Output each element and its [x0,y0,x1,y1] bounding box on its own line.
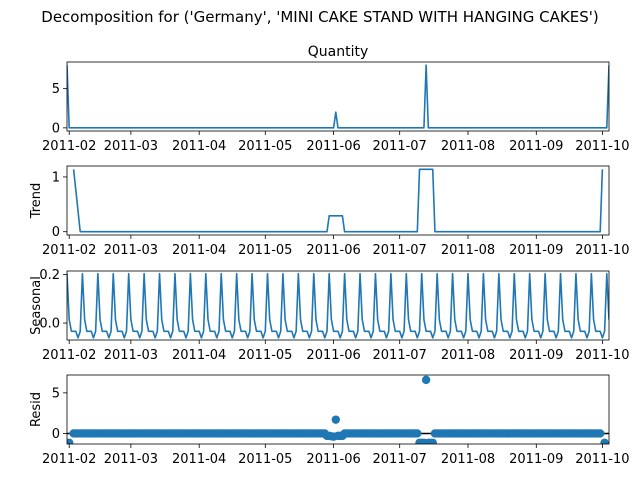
y-tick-label: 0 [52,121,60,136]
x-tick-label: 2011-08 [441,452,495,467]
y-tick-label: 5 [52,82,60,97]
resid-point [428,438,437,444]
x-tick-label: 2011-04 [172,139,226,154]
chart-panels: Quantity 0 5 2011-02 2011-03 2011-04 2011-05 20… [29,44,630,467]
resid-point [421,375,431,385]
series-line-1 [67,64,609,129]
x-tick-label: 2011-05 [238,139,292,154]
axes-frame [66,61,610,132]
x-tick-label: 2011-06 [306,348,360,363]
series-line-1 [67,272,609,339]
x-tick-label: 2011-08 [441,348,495,363]
x-tick-label: 2011-07 [373,139,427,154]
x-tick-label: 2011-06 [306,452,360,467]
x-tick-label: 2011-10 [575,452,629,467]
panel-4: Resid 0 5 2011-02 2011-03 2011-04 2011-05 2011-… [29,374,630,467]
y-tick-label: 5 [52,386,60,401]
x-tick-label: 2011-05 [238,452,292,467]
x-tick-label: 2011-03 [104,243,158,258]
x-tick-label: 2011-02 [42,243,96,258]
axes-frame [66,270,610,341]
y-tick-label: 0.0 [39,317,60,332]
resid-point [331,415,340,424]
x-tick-label: 2011-08 [441,139,495,154]
resid-point [413,429,422,438]
x-tick-label: 2011-07 [373,348,427,363]
x-tick-label: 2011-07 [373,452,427,467]
figure-title: Decomposition for ('Germany', 'MINI CAKE… [41,8,598,26]
plot-area [72,168,604,233]
panel-title: Quantity [308,44,369,60]
x-tick-label: 2011-09 [509,348,563,363]
resid-point [595,429,605,438]
resid-point [600,438,609,444]
x-tick-label: 2011-09 [509,139,563,154]
y-axis-label: Resid [29,392,44,427]
panel-2: Trend 0 1 2011-02 2011-03 2011-04 2011-05 2011-… [29,165,630,258]
plot-area [67,64,609,129]
x-tick-label: 2011-03 [104,348,158,363]
y-tick-label: 1 [52,170,60,185]
x-tick-label: 2011-02 [42,139,96,154]
x-tick-label: 2011-04 [172,452,226,467]
y-axis-label: Seasonal [29,276,44,335]
x-tick-label: 2011-08 [441,243,495,258]
y-tick-label: 0.2 [39,268,60,283]
y-axis-label: Trend [29,183,44,220]
y-tick-label: 0 [52,225,60,240]
x-tick-label: 2011-07 [373,243,427,258]
x-tick-label: 2011-04 [172,348,226,363]
x-tick-label: 2011-10 [575,139,629,154]
x-tick-label: 2011-03 [104,452,158,467]
x-tick-label: 2011-02 [42,348,96,363]
x-tick-label: 2011-05 [238,243,292,258]
x-tick-label: 2011-02 [42,452,96,467]
panel-1: Quantity 0 5 2011-02 2011-03 2011-04 2011-05 20… [42,44,630,154]
plot-area [67,272,609,339]
series-line-1 [72,168,604,233]
y-tick-label: 0 [52,427,60,442]
axes-frame [66,165,610,236]
x-tick-label: 2011-06 [306,243,360,258]
x-tick-label: 2011-09 [509,452,563,467]
plot-area [67,375,609,444]
x-tick-label: 2011-10 [575,348,629,363]
x-tick-label: 2011-09 [509,243,563,258]
x-tick-label: 2011-05 [238,348,292,363]
x-tick-label: 2011-04 [172,243,226,258]
x-tick-label: 2011-03 [104,139,158,154]
x-tick-label: 2011-10 [575,243,629,258]
resid-point [67,438,74,444]
x-tick-label: 2011-06 [306,139,360,154]
axes-frame [66,374,610,445]
